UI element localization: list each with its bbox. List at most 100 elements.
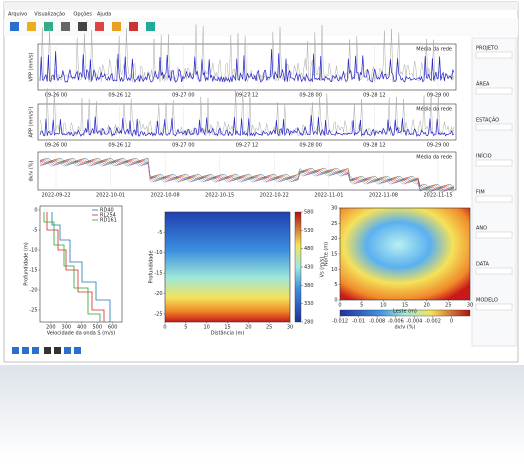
toolbar — [4, 18, 518, 36]
nav-icon[interactable] — [44, 347, 51, 354]
x-tick-label: 09-27 00 — [172, 93, 194, 99]
y-tick-label: -20 — [29, 288, 37, 294]
cbar-tick-label: -0.01 — [352, 319, 365, 325]
nav-icon[interactable] — [12, 347, 19, 354]
tool-icon[interactable] — [78, 22, 87, 31]
y-tick-label: -10 — [29, 248, 37, 254]
y-axis-label: Profundidade (m) — [24, 242, 30, 285]
cbar-tick-label: 530 — [304, 228, 314, 234]
menu-item[interactable]: Ajuda — [97, 12, 111, 18]
legend: Média da rede — [416, 46, 452, 53]
plot-section — [164, 211, 291, 323]
nav-icon[interactable] — [32, 347, 39, 354]
cbar-tick-label: 430 — [304, 265, 314, 271]
x-tick-label: 20 — [245, 325, 251, 331]
sidebar-field[interactable] — [475, 159, 513, 167]
sidebar-label: ESTAÇÃO — [476, 117, 499, 124]
sidebar-label: PROJETO — [476, 46, 498, 52]
x-tick-label: 2022-11-08 — [369, 193, 398, 199]
plot-profile — [39, 205, 123, 323]
y-tick-label: -25 — [154, 311, 162, 317]
x-tick-label: 200 — [46, 325, 56, 331]
plot-dvv — [37, 151, 457, 191]
sidebar-label: ANO — [476, 226, 487, 232]
tool-icon[interactable] — [146, 22, 155, 31]
y-axis-label: Norte (m) — [324, 242, 330, 266]
sidebar-field[interactable] — [475, 87, 513, 95]
sidebar-field[interactable] — [475, 303, 513, 311]
x-tick-label: 5 — [360, 303, 363, 309]
sidebar-field[interactable] — [475, 231, 513, 239]
sidebar-label: ÁREA — [476, 81, 490, 88]
profile-lines — [43, 212, 111, 322]
cbar-label: Vs (m/s) — [320, 257, 326, 278]
legend-label: RL254 — [100, 213, 116, 219]
legend: Média da rede — [416, 106, 452, 113]
y-tick-label: 20 — [331, 236, 337, 242]
tool-icon[interactable] — [129, 22, 138, 31]
y-axis-label: dv/v (%) — [29, 160, 35, 181]
cbar-tick-label: -0.004 — [406, 319, 422, 325]
y-tick-label: -10 — [154, 250, 162, 256]
y-tick-label: 15 — [331, 252, 337, 258]
y-axis-label: VPP (mm/s) — [29, 52, 35, 81]
y-tick-label: -25 — [29, 308, 37, 314]
x-tick-label: 600 — [108, 325, 118, 331]
y-tick-label: -15 — [154, 271, 162, 277]
x-tick-label: 09-26 00 — [45, 93, 67, 99]
x-tick-label: 09-27 00 — [172, 143, 194, 149]
menu-item[interactable]: Visualização — [34, 12, 65, 18]
cbar-tick-label: -0.002 — [425, 319, 441, 325]
cbar-tick-label: 0 — [450, 319, 453, 325]
nav-icon[interactable] — [54, 347, 61, 354]
x-tick-label: 2022-10-08 — [151, 193, 180, 199]
x-tick-label: 09-26 12 — [108, 143, 130, 149]
y-axis-label: Profundidade — [149, 250, 155, 283]
sidebar-label: FIM — [476, 190, 485, 196]
menu-item[interactable]: Opções — [73, 12, 92, 18]
y-axis-label: APP (mm/s²) — [29, 106, 35, 137]
sidebar-field[interactable] — [475, 267, 513, 275]
tool-icon[interactable] — [95, 22, 104, 31]
y-tick-label: -5 — [158, 230, 163, 236]
legend-label: RD161 — [100, 218, 117, 224]
x-tick-label: 2022-11-01 — [314, 193, 343, 199]
sidebar-field[interactable] — [475, 51, 513, 59]
x-tick-label: 09-28 12 — [363, 93, 385, 99]
x-tick-label: 09-26 12 — [108, 93, 130, 99]
cbar-tick-label: 330 — [304, 301, 314, 307]
nav-icon[interactable] — [74, 347, 81, 354]
cbar-tick-label: 380 — [304, 283, 314, 289]
x-tick-label: 2022-10-15 — [205, 193, 234, 199]
sidebar-field[interactable] — [475, 123, 513, 131]
tool-icon[interactable] — [44, 22, 53, 31]
x-tick-label: 09-28 00 — [299, 143, 321, 149]
menu-item[interactable]: Arquivo — [8, 12, 27, 18]
x-tick-label: 09-29 00 — [427, 143, 449, 149]
cbar-tick-label: 280 — [304, 320, 314, 326]
tool-icon[interactable] — [112, 22, 121, 31]
x-tick-label: 09-27 12 — [236, 143, 258, 149]
x-tick-label: 09-28 00 — [299, 93, 321, 99]
nav-icon[interactable] — [64, 347, 71, 354]
x-axis-label: Leste (m) — [393, 309, 417, 315]
legend: Média da rede — [416, 154, 452, 161]
sidebar-field[interactable] — [475, 195, 513, 203]
x-tick-label: 2022-10-01 — [96, 193, 125, 199]
y-tick-label: 10 — [331, 267, 337, 273]
cbar-tick-label: 580 — [304, 210, 314, 216]
y-tick-label: -20 — [154, 291, 162, 297]
tool-icon[interactable] — [61, 22, 70, 31]
x-axis-label: Distância (m) — [211, 330, 245, 337]
dvv-trace — [39, 160, 455, 191]
x-tick-label: 20 — [423, 303, 429, 309]
y-tick-label: 0 — [334, 298, 337, 304]
x-tick-label: 30 — [287, 325, 293, 331]
x-tick-label: 2022-11-15 — [423, 193, 452, 199]
tool-icon[interactable] — [10, 22, 19, 31]
colorbar-vs — [294, 211, 302, 323]
tool-icon[interactable] — [27, 22, 36, 31]
x-tick-label: 400 — [77, 325, 87, 331]
nav-icon[interactable] — [22, 347, 29, 354]
